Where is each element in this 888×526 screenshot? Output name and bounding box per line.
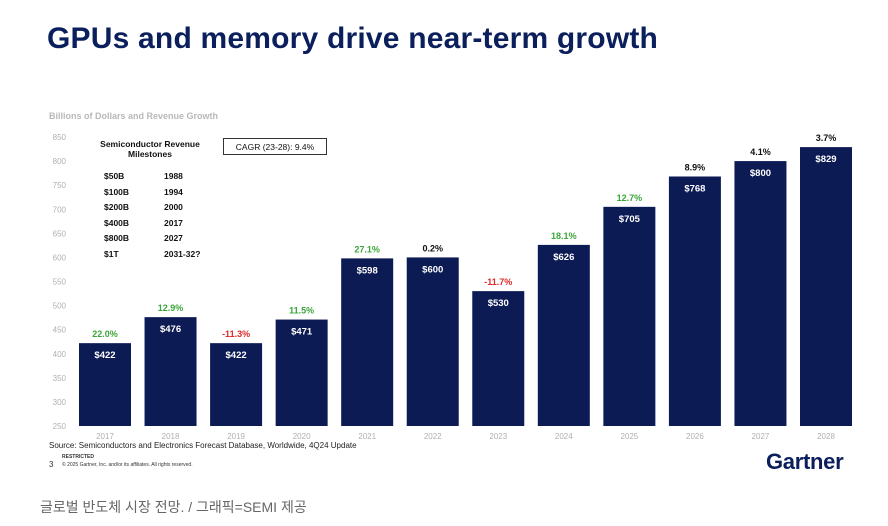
milestone-amount: $800B	[104, 233, 130, 244]
milestone-year: 2000	[164, 202, 183, 213]
bar-value-label: $705	[619, 214, 641, 225]
bar-value-label: $626	[553, 252, 574, 263]
milestones-heading: Semiconductor Revenue Milestones	[84, 139, 216, 160]
bar-2022	[406, 257, 459, 426]
restricted-label: RESTRICTED	[62, 454, 94, 460]
growth-label: 4.1%	[750, 147, 771, 157]
milestones-table: Semiconductor Revenue Milestones $50B 198…	[84, 139, 234, 263]
y-tick-label: 550	[53, 278, 67, 287]
y-tick-label: 450	[53, 326, 67, 335]
y-tick-label: 850	[53, 133, 67, 142]
x-tick-label: 2026	[686, 432, 704, 441]
bar-value-label: $422	[226, 350, 247, 361]
milestone-amount: $50B	[104, 171, 125, 182]
y-tick-label: 350	[53, 374, 67, 383]
milestone-row: $400B 2017	[84, 216, 234, 232]
x-tick-label: 2017	[96, 432, 114, 441]
bar-2023	[472, 291, 525, 426]
milestone-row: $100B 1994	[84, 185, 234, 201]
growth-label: 11.5%	[289, 306, 314, 316]
bar-2019	[210, 343, 263, 426]
bar-value-label: $600	[422, 264, 443, 275]
bar-2027	[734, 161, 787, 427]
milestone-year: 2031-32?	[164, 248, 201, 259]
y-tick-label: 500	[53, 302, 67, 311]
growth-label: 8.9%	[685, 162, 706, 172]
milestone-row: $50B 1988	[84, 170, 234, 186]
milestone-year: 2027	[164, 233, 183, 244]
growth-label: 12.7%	[617, 193, 643, 203]
bar-2026	[668, 176, 721, 426]
growth-label: 18.1%	[551, 231, 577, 241]
bar-2017	[79, 343, 131, 426]
milestone-amount: $100B	[104, 186, 130, 197]
cagr-box: CAGR (23-28): 9.4%	[223, 138, 327, 155]
x-tick-label: 2019	[227, 432, 245, 441]
page-number: 3	[49, 460, 54, 469]
milestone-year: 2017	[164, 217, 183, 228]
bar-2024	[537, 244, 590, 426]
growth-label: -11.3%	[222, 329, 250, 339]
y-tick-label: 700	[53, 205, 67, 214]
growth-label: 27.1%	[354, 244, 380, 254]
bar-2028	[800, 147, 852, 427]
growth-label: -11.7%	[484, 277, 512, 287]
x-tick-label: 2027	[752, 432, 770, 441]
bar-value-label: $800	[750, 168, 771, 179]
bar-value-label: $768	[684, 183, 705, 194]
y-tick-label: 750	[53, 181, 67, 190]
bar-2025	[603, 206, 656, 426]
milestone-row: $800B 2027	[84, 232, 234, 248]
milestone-year: 1994	[164, 186, 183, 197]
gartner-logo: Gartner	[766, 449, 844, 474]
milestone-row: $200B 2000	[84, 201, 234, 217]
y-tick-label: 250	[53, 422, 67, 431]
bar-value-label: $422	[94, 350, 115, 361]
growth-label: 22.0%	[92, 329, 118, 339]
bar-value-label: $476	[160, 324, 181, 335]
bar-value-label: $530	[488, 298, 509, 309]
growth-label: 12.9%	[158, 303, 184, 313]
page-title: GPUs and memory drive near-term growth	[47, 22, 659, 55]
y-tick-label: 650	[53, 229, 67, 238]
x-tick-label: 2024	[555, 432, 573, 441]
milestone-year: 1988	[164, 171, 183, 182]
image-caption: 글로벌 반도체 시장 전망. / 그래픽=SEMI 제공	[40, 499, 307, 515]
bar-value-label: $598	[357, 265, 378, 276]
y-tick-label: 800	[53, 157, 67, 166]
y-tick-label: 300	[53, 398, 67, 407]
bar-2021	[341, 258, 394, 426]
y-tick-label: 400	[53, 350, 67, 359]
x-tick-label: 2020	[293, 432, 311, 441]
x-tick-label: 2022	[424, 432, 442, 441]
bar-value-label: $471	[291, 327, 313, 338]
y-axis-label: Billions of Dollars and Revenue Growth	[49, 111, 219, 121]
milestone-amount: $400B	[104, 217, 130, 228]
growth-label: 3.7%	[816, 133, 837, 143]
milestones-heading-line1: Semiconductor Revenue	[100, 139, 200, 149]
copyright-note: © 2025 Gartner, Inc. and/or its affiliat…	[62, 462, 193, 468]
bar-2020	[275, 319, 328, 426]
bar-value-label: $829	[815, 154, 836, 165]
x-tick-label: 2023	[489, 432, 507, 441]
milestones-heading-line2: Milestones	[128, 148, 172, 159]
growth-label: 0.2%	[422, 243, 443, 253]
x-tick-label: 2025	[620, 432, 638, 441]
x-tick-label: 2028	[817, 432, 835, 441]
milestone-row: $1T 2031-32?	[84, 247, 234, 263]
x-tick-label: 2021	[358, 432, 376, 441]
source-note: Source: Semiconductors and Electronics F…	[49, 441, 357, 450]
bar-2018	[144, 317, 197, 426]
milestone-amount: $1T	[104, 248, 119, 259]
y-tick-label: 600	[53, 253, 67, 262]
milestone-amount: $200B	[104, 202, 130, 213]
x-tick-label: 2018	[162, 432, 180, 441]
